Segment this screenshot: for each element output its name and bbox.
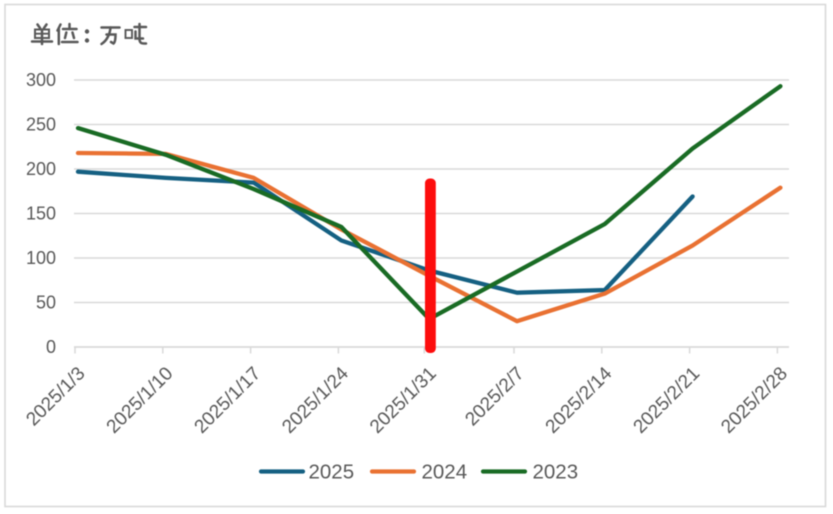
svg-text:2024: 2024 [422, 460, 468, 483]
svg-text:2023: 2023 [533, 460, 579, 483]
svg-text:2025/1/24: 2025/1/24 [278, 363, 353, 438]
svg-text:2025/1/3: 2025/1/3 [22, 363, 89, 430]
svg-text:100: 100 [26, 248, 56, 268]
svg-text:50: 50 [36, 293, 56, 313]
svg-text:250: 250 [26, 115, 56, 135]
svg-text:300: 300 [26, 70, 56, 90]
svg-text:2025/1/31: 2025/1/31 [366, 363, 441, 438]
svg-text:0: 0 [46, 337, 56, 357]
svg-text:2025/2/21: 2025/2/21 [630, 363, 705, 438]
svg-text:2025: 2025 [309, 460, 355, 483]
svg-text:2025/1/10: 2025/1/10 [103, 363, 178, 438]
svg-text:2025/1/17: 2025/1/17 [191, 363, 266, 438]
svg-text:2025/2/28: 2025/2/28 [717, 363, 792, 438]
svg-text:200: 200 [26, 159, 56, 179]
svg-text:2025/2/7: 2025/2/7 [461, 363, 528, 430]
svg-text:2025/2/14: 2025/2/14 [542, 363, 617, 438]
svg-text:150: 150 [26, 204, 56, 224]
